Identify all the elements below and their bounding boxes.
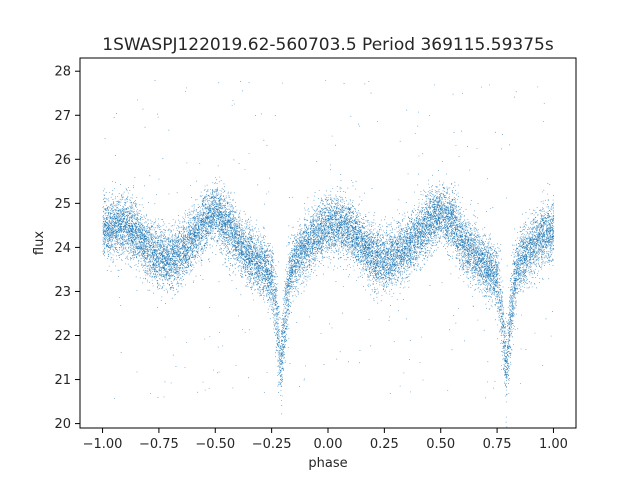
- scatter-points: [102, 80, 555, 428]
- x-tick-label: 0.00: [314, 437, 343, 452]
- x-tick-label: 0.50: [426, 437, 455, 452]
- y-tick-label: 28: [54, 65, 71, 80]
- y-axis-label: flux: [32, 231, 47, 255]
- x-tick-label: 0.25: [370, 437, 399, 452]
- chart-title: 1SWASPJ122019.62-560703.5 Period 369115.…: [102, 35, 554, 55]
- x-tick-label: 1.00: [539, 437, 568, 452]
- y-tick-label: 24: [54, 241, 71, 256]
- data-points: [102, 80, 555, 428]
- x-tick-label: −0.25: [252, 437, 292, 452]
- y-tick-label: 22: [54, 329, 71, 344]
- y-tick-label: 26: [54, 153, 71, 168]
- y-tick-label: 27: [54, 109, 71, 124]
- y-tick-label: 20: [54, 417, 71, 432]
- x-tick-label: −0.75: [139, 437, 179, 452]
- y-tick-label: 21: [54, 373, 71, 388]
- x-axis: −1.00 −0.75 −0.50 −0.25 0.00 0.25 0.50 0.75 1.00: [83, 428, 568, 452]
- x-tick-label: −0.50: [195, 437, 235, 452]
- y-axis: 20 21 22 23 24 25 26 27 28: [54, 65, 80, 432]
- y-tick-label: 25: [54, 197, 71, 212]
- y-tick-label: 23: [54, 285, 71, 300]
- x-tick-label: 0.75: [483, 437, 512, 452]
- x-tick-label: −1.00: [83, 437, 123, 452]
- x-axis-label: phase: [308, 456, 347, 471]
